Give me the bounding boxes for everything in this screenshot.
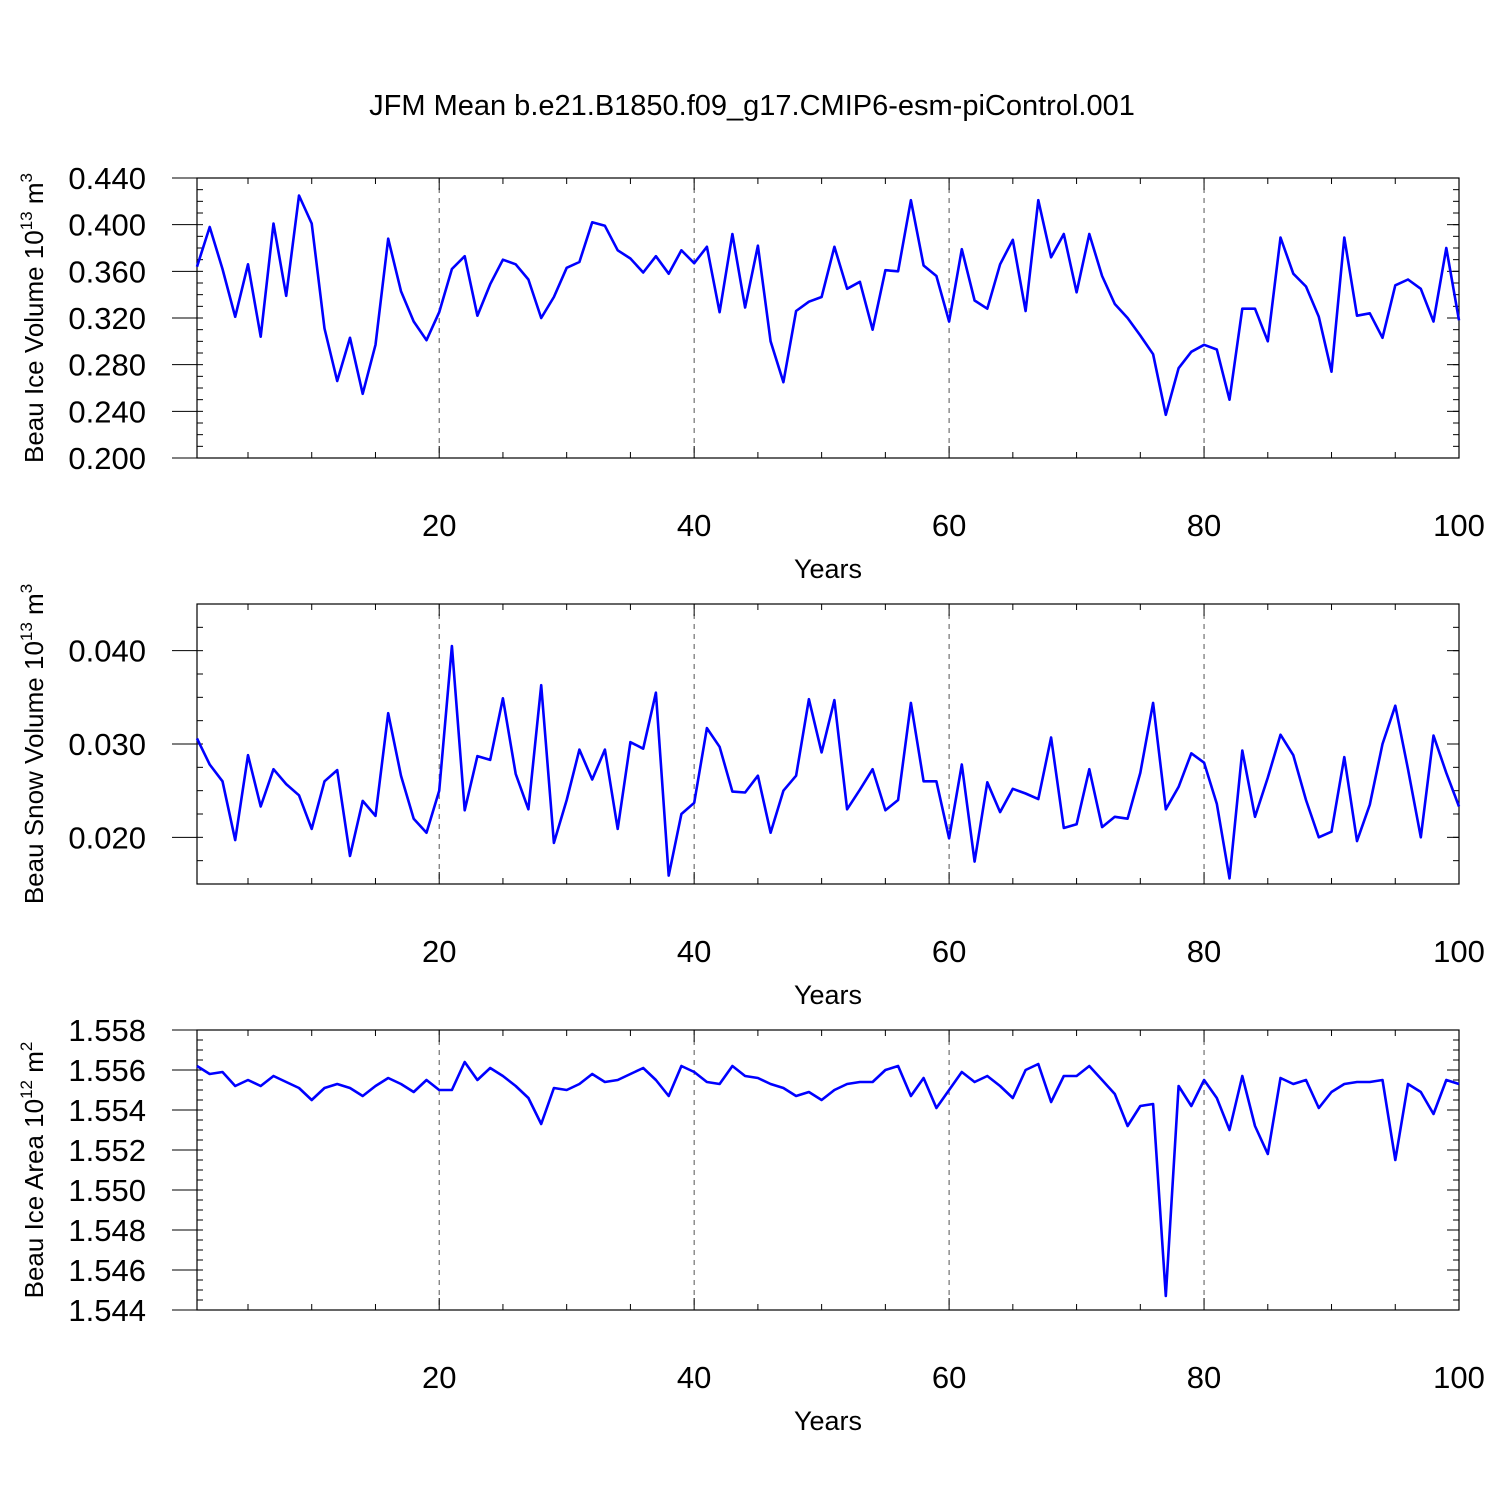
x-tick-label: 40 — [677, 1360, 711, 1395]
y-tick-label: 0.030 — [68, 727, 146, 762]
chart-title: JFM Mean b.e21.B1850.f09_g17.CMIP6-esm-p… — [369, 90, 1135, 122]
panel-2: 20 40 60 80 100 0.020 0.030 0.040 Years Beau Snow… — [17, 584, 1485, 1010]
series-line — [195, 644, 1461, 880]
x-tick-label: 80 — [1187, 508, 1221, 543]
y-axis-label: Beau Ice Area 1012 m2 — [17, 1042, 49, 1299]
x-axis-label: Years — [794, 980, 862, 1010]
y-tick-label: 1.548 — [68, 1213, 146, 1248]
y-tick-label: 0.020 — [68, 820, 146, 855]
y-tick-label: 1.558 — [68, 1013, 146, 1048]
x-axis-label: Years — [794, 1406, 862, 1436]
y-tick-label: 0.280 — [68, 348, 146, 383]
y-tick-label: 0.240 — [68, 394, 146, 429]
y-axis-label: Beau Ice Volume 1013 m3 — [17, 173, 49, 463]
series-line — [195, 194, 1461, 417]
x-tick-label: 40 — [677, 508, 711, 543]
panel-1: 20 40 60 80 100 0.200 0.240 0.280 0.320 0.360 0.40… — [17, 161, 1485, 584]
x-axis-label: Years — [794, 554, 862, 584]
x-tick-label: 20 — [422, 934, 456, 969]
y-tick-label: 0.400 — [68, 208, 146, 243]
x-tick-label: 80 — [1187, 934, 1221, 969]
panel-3: 20 40 60 80 100 1.544 1.546 1.548 1.550 1.552 1.55… — [17, 1013, 1485, 1436]
x-tick-label: 100 — [1433, 1360, 1485, 1395]
y-tick-label: 1.554 — [68, 1093, 146, 1128]
series-line — [196, 1060, 1460, 1298]
y-tick-label: 1.546 — [68, 1253, 146, 1288]
y-axis-label: Beau Snow Volume 1013 m3 — [17, 584, 49, 904]
y-tick-label: 0.320 — [68, 301, 146, 336]
x-tick-label: 20 — [422, 1360, 456, 1395]
x-tick-label: 100 — [1433, 508, 1485, 543]
x-tick-label: 60 — [932, 934, 966, 969]
y-tick-label: 1.550 — [68, 1173, 146, 1208]
x-tick-label: 60 — [932, 1360, 966, 1395]
x-tick-label: 60 — [932, 508, 966, 543]
y-tick-label: 1.544 — [68, 1293, 146, 1328]
y-tick-label: 0.360 — [68, 254, 146, 289]
y-tick-label: 0.040 — [68, 634, 146, 669]
x-tick-label: 100 — [1433, 934, 1485, 969]
x-tick-label: 80 — [1187, 1360, 1221, 1395]
x-tick-label: 20 — [422, 508, 456, 543]
plot-frame — [196, 603, 1460, 885]
x-tick-label: 40 — [677, 934, 711, 969]
y-tick-label: 1.556 — [68, 1053, 146, 1088]
y-tick-label: 1.552 — [68, 1133, 146, 1168]
y-tick-label: 0.440 — [68, 161, 146, 196]
y-tick-label: 0.200 — [68, 441, 146, 476]
plot-frame — [196, 1029, 1460, 1311]
